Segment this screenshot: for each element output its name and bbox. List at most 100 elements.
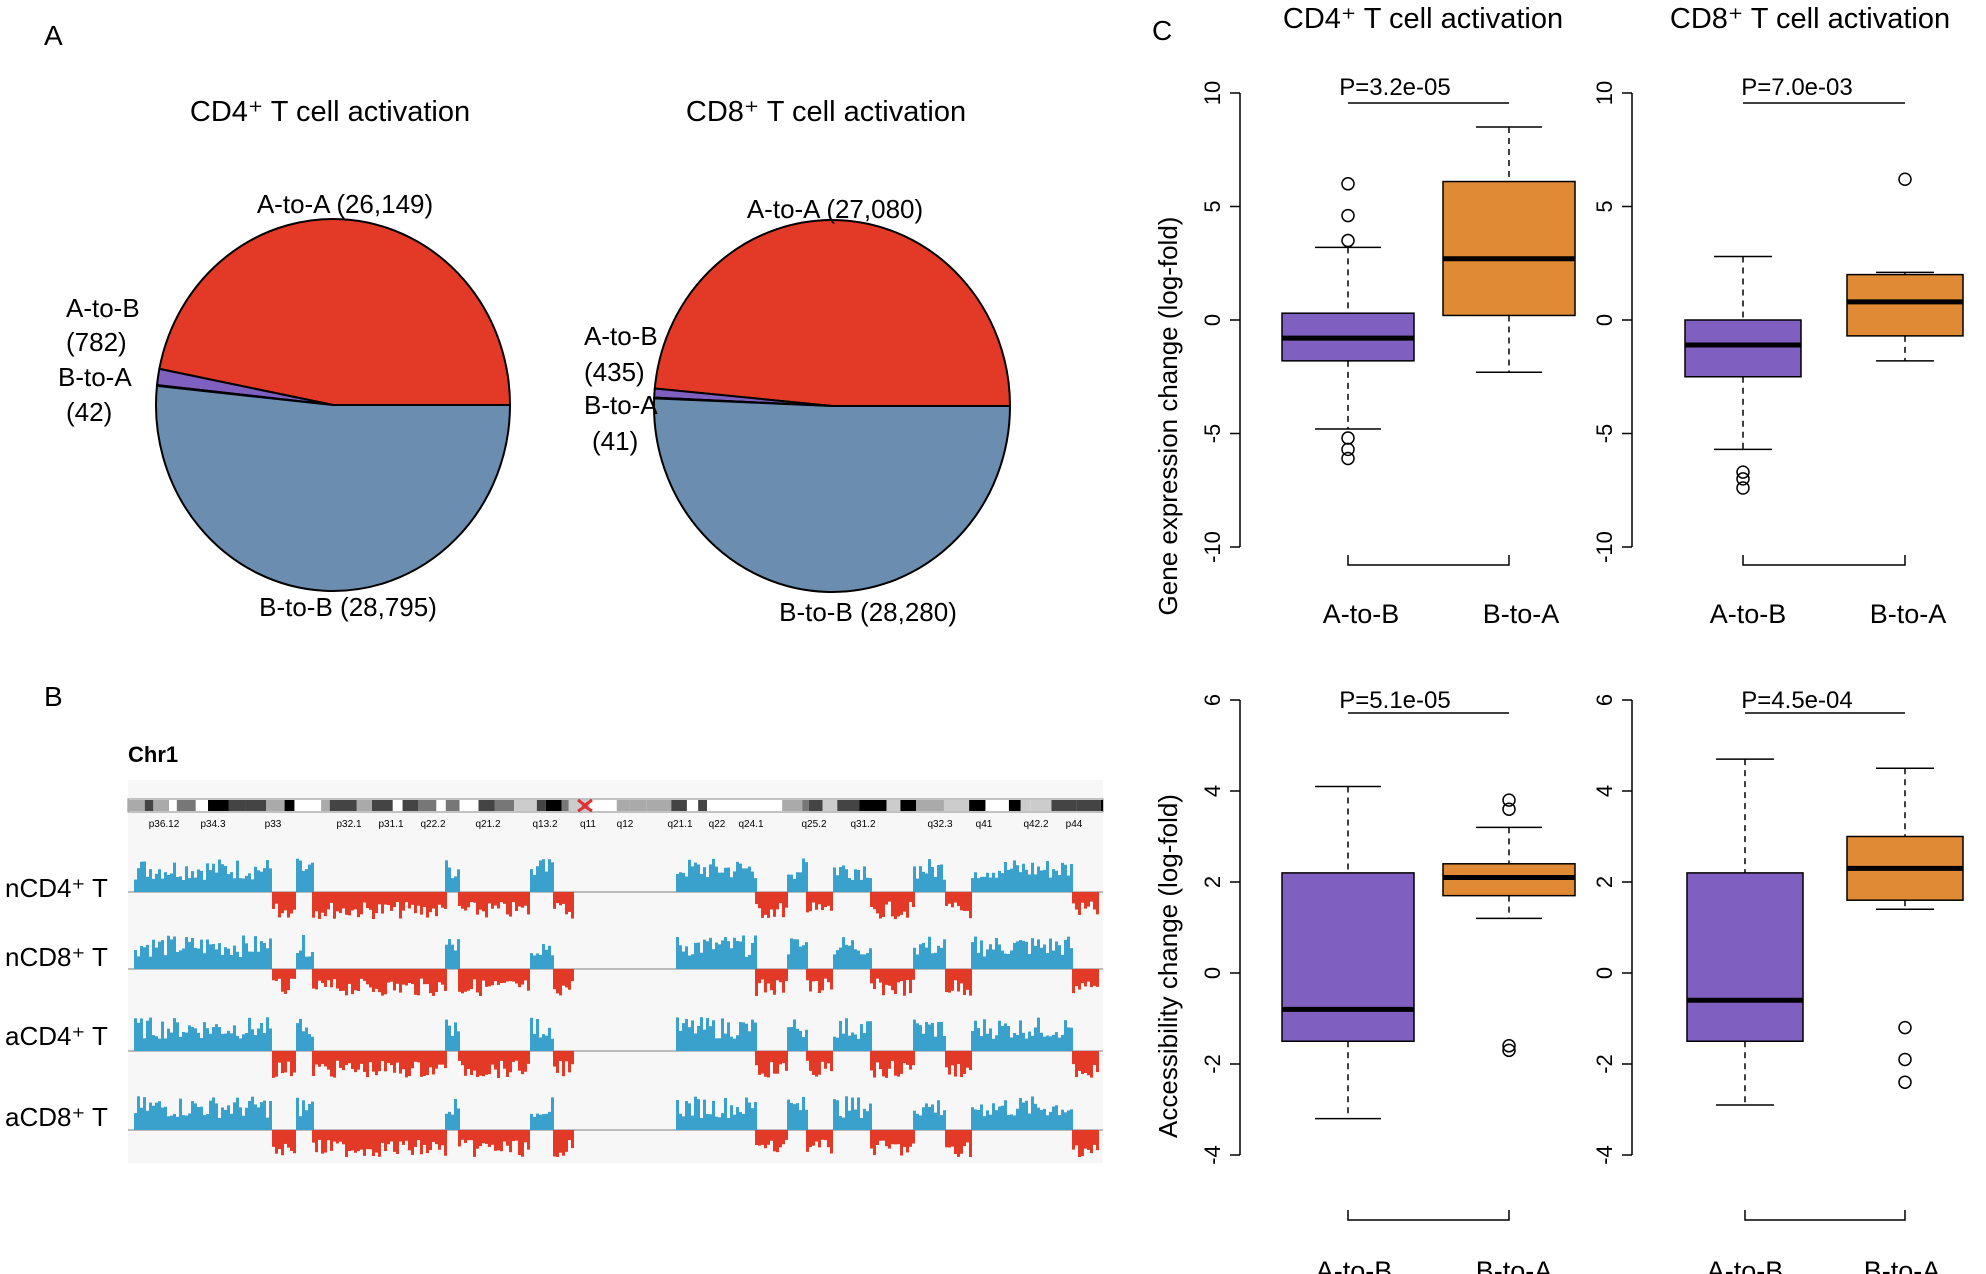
track-bar-negative: [375, 1130, 378, 1153]
track-bar-negative: [345, 892, 348, 915]
track-bar-positive: [302, 1100, 305, 1130]
track-bar-negative: [281, 1130, 284, 1156]
track-bar-positive: [688, 1103, 691, 1130]
track-bar-positive: [685, 876, 688, 892]
track-bar-positive: [989, 944, 992, 969]
track-bar-negative: [761, 1130, 764, 1145]
track-bar-positive: [230, 872, 233, 892]
track-bar-positive: [700, 1017, 703, 1051]
track-bar-positive: [715, 942, 718, 969]
track-bar-positive: [676, 1100, 679, 1130]
track-bar-positive: [266, 948, 269, 969]
track-bar-negative: [1075, 892, 1078, 910]
track-bar-positive: [242, 1034, 245, 1051]
track-bar-negative: [464, 969, 467, 992]
track-bar-negative: [290, 1130, 293, 1151]
track-bar-positive: [971, 1030, 974, 1051]
track-bar-negative: [275, 1051, 278, 1077]
track-bar-negative: [1090, 969, 1093, 988]
track-bar-positive: [1028, 1113, 1031, 1130]
pie-label-b-to-a-count: (41): [592, 426, 638, 456]
track-bar-positive: [833, 867, 836, 892]
track-bar-negative: [891, 892, 894, 917]
track-bar-positive: [248, 1017, 251, 1051]
track-bar-negative: [369, 1051, 372, 1063]
track-bar-negative: [315, 1130, 318, 1153]
track-bar-positive: [860, 1024, 863, 1051]
track-bar-negative: [281, 1051, 284, 1074]
track-bar-positive: [311, 862, 314, 892]
track-bar-negative: [818, 892, 821, 905]
track-bar-positive: [176, 1022, 179, 1051]
track-bar-positive: [860, 954, 863, 969]
pie-slice-a-to-a: [653, 219, 1012, 407]
track-bar-positive: [736, 1035, 739, 1051]
track-bar-negative: [408, 1130, 411, 1151]
track-bar-positive: [845, 944, 848, 969]
track-bar-positive: [739, 863, 742, 892]
track-bar-negative: [960, 892, 963, 911]
track-bar-negative: [357, 1051, 360, 1070]
panel-label-c: C: [1152, 15, 1172, 46]
pie-title-cd4: CD4⁺ T cell activation: [190, 96, 470, 128]
track-bar-negative: [761, 892, 764, 918]
track-bar-negative: [776, 1051, 779, 1074]
track-bar-negative: [461, 1130, 464, 1140]
track-bar-positive: [251, 1096, 254, 1130]
track-bar-negative: [785, 969, 788, 981]
ideogram-band: [802, 800, 809, 811]
track-bar-positive: [709, 1026, 712, 1051]
outlier-point: [1341, 233, 1355, 248]
centromere-marker: [577, 798, 593, 813]
track-bar-positive: [200, 939, 203, 969]
track-bar-positive: [1043, 944, 1046, 969]
track-bar-negative: [900, 892, 903, 915]
track-bar-positive: [802, 1096, 805, 1130]
track-bar-positive: [857, 1097, 860, 1130]
track-bar-negative: [357, 892, 360, 918]
pie-label-b-to-a: B-to-A: [584, 390, 658, 420]
track-bar-positive: [254, 936, 257, 969]
track-bar-positive: [751, 1019, 754, 1051]
track-bar-positive: [197, 948, 200, 969]
track-bar-positive: [155, 873, 158, 892]
track-bar-negative: [357, 969, 360, 991]
track-bar-negative: [891, 969, 894, 991]
track-bar-positive: [1016, 941, 1019, 969]
track-bar-positive: [1028, 1031, 1031, 1051]
track-bar-negative: [494, 892, 497, 906]
track-bar-negative: [429, 969, 432, 994]
track-bar-positive: [548, 1111, 551, 1130]
pie-label-b-to-b: B-to-B (28,280): [779, 597, 957, 627]
track-bar-negative: [758, 1051, 761, 1075]
track-bar-positive: [545, 1113, 548, 1130]
track-bar-negative: [521, 892, 524, 908]
track-bar-negative: [423, 892, 426, 907]
y-tick-label: 6: [1592, 694, 1617, 706]
ideogram-band: [859, 800, 887, 811]
track-bar-positive: [718, 872, 721, 892]
track-bar-positive: [260, 1102, 263, 1130]
track-bar-positive: [161, 940, 164, 969]
track-bar-negative: [390, 1051, 393, 1066]
track-bar-positive: [230, 1033, 233, 1051]
track-bar-negative: [503, 1130, 506, 1142]
track-bar-negative: [966, 892, 969, 911]
track-bar-negative: [438, 1051, 441, 1065]
track-bar-negative: [461, 892, 464, 909]
track-bar-negative: [393, 892, 396, 908]
track-bar-negative: [378, 1130, 381, 1157]
track-label: nCD4⁺ T: [5, 873, 108, 903]
track-bar-positive: [703, 1099, 706, 1130]
ideogram-band: [176, 800, 196, 811]
track-bar-negative: [429, 892, 432, 913]
track-bar-negative: [330, 1130, 333, 1151]
track-bar-positive: [1019, 872, 1022, 892]
track-bar-negative: [333, 1130, 336, 1142]
track-bar-positive: [919, 1025, 922, 1051]
track-bar-negative: [559, 1051, 562, 1061]
box-iqr: [1846, 273, 1964, 337]
track-bar-positive: [691, 866, 694, 892]
track-bar-positive: [1055, 941, 1058, 969]
track-bar-positive: [1022, 1102, 1025, 1130]
